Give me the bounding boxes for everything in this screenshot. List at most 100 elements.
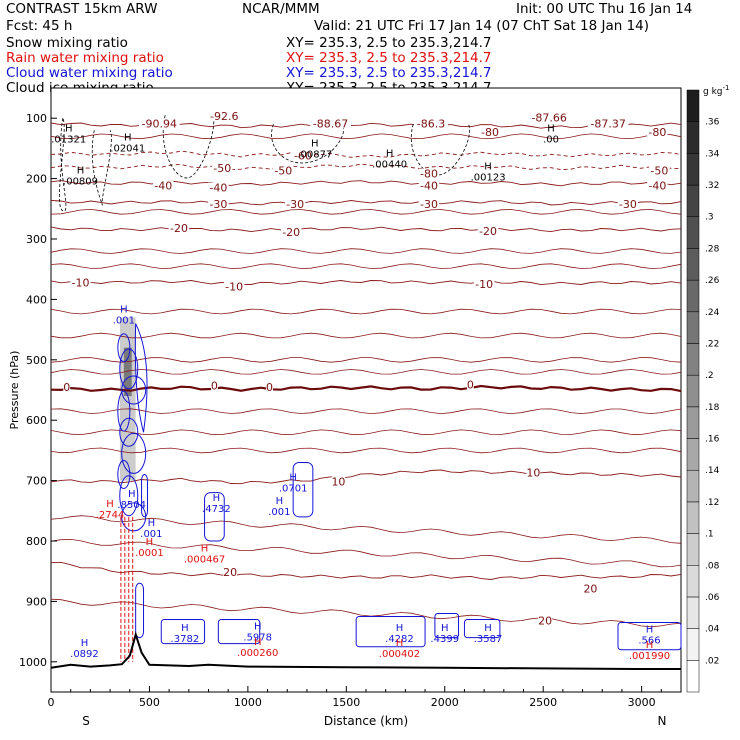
contour-label-bg [310,118,351,129]
temperature-contour [50,308,682,315]
contour-label: -10 [225,281,243,294]
contour-label: 10 [526,467,540,480]
contour-label-bg [212,163,233,174]
contour-label: -92.6 [210,110,238,123]
colorbar-swatch [686,374,700,408]
y-tick-label: 100 [26,112,47,125]
maximum-value: .4399 [430,634,459,645]
cloud-ice-contour [162,114,215,179]
colorbar-tick-label: .06 [705,593,720,603]
cloud-water-contour [134,323,148,433]
maximum-marker: H [77,166,85,177]
maximum-marker: H [289,472,297,483]
temperature-contour [50,598,682,628]
colorbar-swatch [686,311,700,344]
y-tick-label: 200 [26,173,47,186]
x-tick-label: 1500 [332,696,360,709]
maximum-marker: H [148,518,156,529]
y-tick-label: 400 [26,293,47,306]
maximum-value: .0892 [70,649,99,660]
colorbar-swatch [686,216,700,249]
y-axis-label: Pressure (hPa) [8,351,21,430]
colorbar-swatch [686,89,700,122]
valid-time: Valid: 21 UTC Fri 17 Jan 14 (07 ChT Sat … [314,18,650,34]
field-xy-snow: XY= 235.3, 2.5 to 235.3,214.7 [286,35,492,51]
contour-label: 0 [467,378,474,391]
contour-label: -50 [650,165,668,178]
contour-label: -50 [274,165,292,178]
colorbar-tick-label: .34 [705,149,720,159]
contour-label-bg [292,150,314,161]
maximum-marker: H [120,305,128,316]
contour-label-bg [649,165,670,176]
cloud-water-contour [119,348,139,390]
maximum-value: .0701 [279,483,308,494]
field-name-snow: Snow mixing ratio [6,35,128,51]
cloud-ice-contour [91,130,112,206]
contour-label: -87.37 [590,117,625,130]
field-name-cloud-water: Cloud water mixing ratio [6,65,173,81]
contour-label: -60 [294,149,312,162]
contour-label: 0 [63,381,70,394]
contour-label: -88.67 [313,117,348,130]
maximum-value: .001 [113,316,135,327]
contour-label-bg [284,198,306,209]
cloud-water-contour [117,333,131,363]
center-name: NCAR/MMM [242,1,320,17]
contour-label: -87.66 [531,111,566,124]
maximum-value: .0001 [135,548,164,559]
maximum-marker: H [213,493,221,504]
maximum-value: .02041 [110,143,145,154]
x-tick-label: 500 [139,696,160,709]
colorbar-tick-label: .2 [705,371,714,381]
cloud-water-contour [119,417,139,447]
maximum-value: .001 [268,507,290,518]
maximum-value: .00440 [372,160,407,171]
maximum-value: .00877 [297,149,332,160]
contour-label: -90.94 [142,117,177,130]
cloud-ice-contour [411,124,470,176]
y-tick-label: 1000 [19,656,47,669]
contour-label: -10 [475,278,493,291]
contour-label: -80 [481,126,499,139]
north-label: N [658,714,667,728]
maximum-value: .000260 [237,648,278,659]
cloud-water-contour [135,582,145,639]
colorbar-swatch [686,628,700,661]
x-tick-label: 2000 [431,696,459,709]
contour-label: -20 [170,222,188,235]
maximum-marker: H [547,123,555,134]
colorbar-tick-label: .12 [705,498,719,508]
colorbar-tick-label: .14 [705,466,720,476]
contour-label: -40 [209,181,227,194]
contour-label-bg [647,180,668,191]
snow-shading [123,347,132,397]
x-axis-label: Distance (km) [324,714,408,728]
temperature-contour [50,561,682,580]
contour-label-bg [477,225,499,236]
temperature-contour [50,208,682,215]
colorbar-tick-label: .28 [705,244,720,254]
temperature-contour [50,369,682,375]
field-xy-cloud-water: XY= 235.3, 2.5 to 235.3,214.7 [286,65,492,81]
contour-label-bg [138,118,180,129]
contour-label-bg [583,583,598,594]
colorbar-swatch [686,279,700,313]
contour-label-bg [617,198,639,209]
colorbar-tick-label: .36 [705,118,720,128]
contour-label-bg [207,111,242,122]
maximum-marker: H [646,640,654,651]
contour-label: -30 [209,198,227,211]
colorbar-swatch [686,501,700,534]
contour-label: -20 [282,226,300,239]
contour-label: -20 [479,225,497,238]
contour-label-bg [418,198,440,209]
maximum-marker: H [386,149,394,160]
colorbar-tick-label: .18 [705,403,720,413]
contour-label-bg [273,165,294,176]
temperature-contour [50,429,682,436]
temperature-contour [50,248,682,254]
cloud-water-contour [217,619,261,645]
temperature-contour [50,163,682,171]
init-time: Init: 00 UTC Thu 16 Jan 14 [516,1,693,17]
